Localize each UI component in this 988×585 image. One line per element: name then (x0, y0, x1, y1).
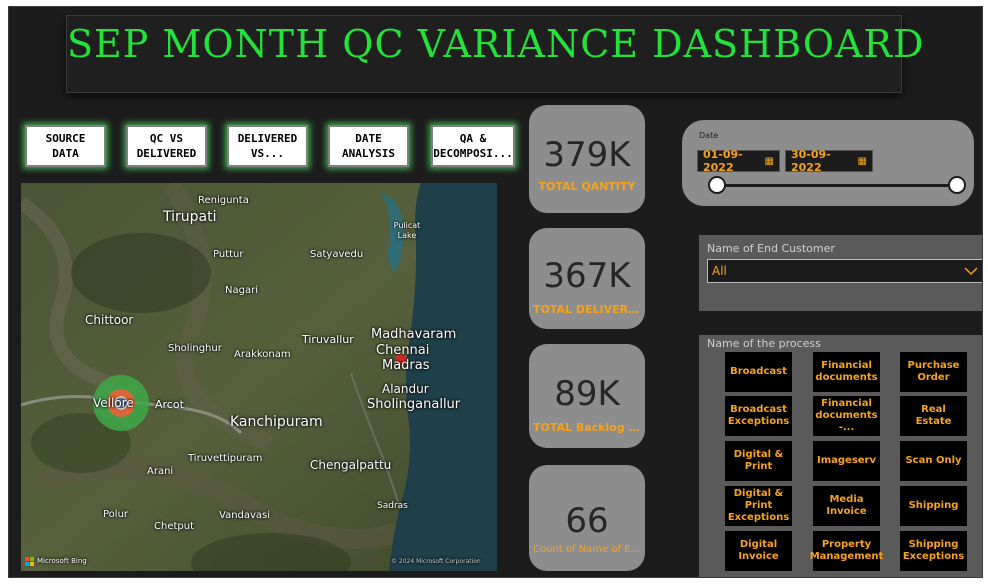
process-tile-shipping-exceptions[interactable]: Shipping Exceptions (900, 531, 967, 571)
chevron-down-icon[interactable] (964, 266, 978, 276)
map-label-satyavedu: Satyavedu (310, 249, 364, 260)
kpi-label: TOTAL Backlog (E... (533, 421, 641, 434)
nav-button-qa-decomposition[interactable]: QA & DECOMPOSI... (431, 125, 515, 167)
kpi-value: 89K (554, 374, 620, 414)
map-label-renigunta: Renigunta (198, 195, 249, 206)
map-label-tiruvallur: Tiruvallur (302, 333, 354, 346)
title-banner: SEP MONTH QC VARIANCE DASHBOARD (66, 15, 925, 93)
map-label-vellore: Vellore (93, 396, 134, 410)
map-label-alandur: Alandur (382, 382, 429, 396)
kpi-label: TOTAL DELIVERED (533, 303, 641, 316)
date-range-track[interactable] (710, 184, 958, 187)
dashboard-canvas: SEP MONTH QC VARIANCE DASHBOARD SOURCE D… (8, 6, 983, 578)
map-copyright: © 2024 Microsoft Corporation (391, 558, 481, 565)
map-label-puttur: Puttur (213, 249, 244, 260)
kpi-value: 66 (565, 501, 609, 541)
map-label-kanchipuram: Kanchipuram (230, 414, 323, 430)
map-label-sadras: Sadras (377, 501, 408, 511)
process-tile-broadcast[interactable]: Broadcast (725, 352, 792, 392)
page-title: SEP MONTH QC VARIANCE DASHBOARD (67, 22, 925, 66)
process-tile-shipping[interactable]: Shipping (900, 486, 967, 526)
map-label-chennai: Chennai (376, 343, 430, 358)
map-label-sholinghur: Sholinghur (168, 343, 222, 354)
nav-button-qc-vs-delivered[interactable]: QC VS DELIVERED (126, 125, 207, 167)
map-label-chetput: Chetput (154, 521, 194, 532)
process-slicer: Name of the process Broadcast Financial … (699, 335, 982, 577)
process-tile-financial-documents-other[interactable]: Financial documents -... (813, 396, 880, 436)
process-tile-real-estate[interactable]: Real Estate (900, 396, 967, 436)
process-tile-purchase-order[interactable]: Purchase Order (900, 352, 967, 392)
kpi-value: 367K (543, 256, 631, 296)
process-tile-media-invoice[interactable]: Media Invoice (813, 486, 880, 526)
map-label-nagari: Nagari (225, 285, 258, 296)
map-bubble-small[interactable] (114, 396, 128, 410)
map-bubble-chennai[interactable] (395, 354, 407, 366)
kpi-label: TOTAL QANTITY (538, 180, 636, 193)
date-start-value: 01-09-2022 (703, 148, 743, 174)
process-tile-digital-print[interactable]: Digital & Print (725, 441, 792, 481)
map-label-sholinganallur: Sholinganallur (367, 397, 461, 412)
process-tile-scan-only[interactable]: Scan Only (900, 441, 967, 481)
calendar-icon[interactable]: ▦ (857, 155, 867, 167)
end-customer-selected: All (712, 264, 727, 278)
map-label-arakkonam: Arakkonam (234, 349, 291, 360)
kpi-card-total-backlog: 89K TOTAL Backlog (E... (529, 344, 645, 448)
kpi-label: Count of Name of End Cu... (533, 544, 641, 555)
map-label-arcot: Arcot (155, 398, 184, 411)
process-tile-digital-invoice[interactable]: Digital Invoice (725, 531, 792, 571)
process-slicer-label: Name of the process (707, 337, 821, 350)
date-end-input[interactable]: 30-09-2022 ▦ (785, 148, 873, 174)
map-label-chengalpattu: Chengalpattu (310, 458, 392, 472)
process-tile-broadcast-exceptions[interactable]: Broadcast Exceptions (725, 396, 792, 436)
process-tile-financial-documents[interactable]: Financial documents (813, 352, 880, 392)
date-end-value: 30-09-2022 (791, 148, 831, 174)
date-range-end-handle[interactable] (948, 176, 966, 194)
map-label-madhavaram: Madhavaram (371, 327, 457, 342)
map-label-madras: Madras (382, 358, 430, 373)
nav-button-delivered-vs[interactable]: DELIVERED VS... (227, 125, 308, 167)
calendar-icon[interactable]: ▦ (764, 155, 774, 167)
nav-button-source-data[interactable]: SOURCE DATA (25, 125, 106, 167)
map-label-vandavasi: Vandavasi (219, 510, 271, 521)
nav-button-date-analysis[interactable]: DATE ANALYSIS (328, 125, 409, 167)
map-label-pulicat-lake: Pulicat Lake (393, 221, 421, 240)
date-slicer-label: Date (699, 131, 719, 140)
map-label-polur: Polur (103, 509, 129, 520)
map-label-tiruvettipuram: Tiruvettipuram (188, 453, 263, 464)
map-label-tirupati: Tirupati (163, 209, 217, 225)
date-range-start-handle[interactable] (708, 176, 726, 194)
kpi-card-count-end-customer: 66 Count of Name of End Cu... (529, 465, 645, 571)
kpi-card-total-quantity: 379K TOTAL QANTITY (529, 105, 645, 213)
map-label-arani: Arani (147, 466, 174, 477)
map-visual[interactable]: Renigunta Tirupati Pulicat Lake Puttur S… (21, 183, 497, 571)
map-label-chittoor: Chittoor (85, 313, 134, 327)
map-terrain (21, 183, 497, 571)
process-tile-imageserv[interactable]: Imageserv (813, 441, 880, 481)
end-customer-dropdown[interactable]: All (707, 259, 982, 283)
date-slicer: Date 01-09-2022 ▦ 30-09-2022 ▦ (682, 120, 974, 206)
process-tile-digital-print-exceptions[interactable]: Digital & Print Exceptions (725, 486, 792, 526)
process-tile-property-management[interactable]: Property Management (810, 531, 883, 571)
end-customer-slicer: Name of End Customer All (699, 235, 982, 311)
map-brand-label: Microsoft Bing (37, 557, 87, 565)
date-start-input[interactable]: 01-09-2022 ▦ (697, 148, 780, 174)
kpi-card-total-delivered: 367K TOTAL DELIVERED (529, 228, 645, 329)
end-customer-label: Name of End Customer (707, 242, 835, 255)
kpi-value: 379K (543, 135, 631, 175)
